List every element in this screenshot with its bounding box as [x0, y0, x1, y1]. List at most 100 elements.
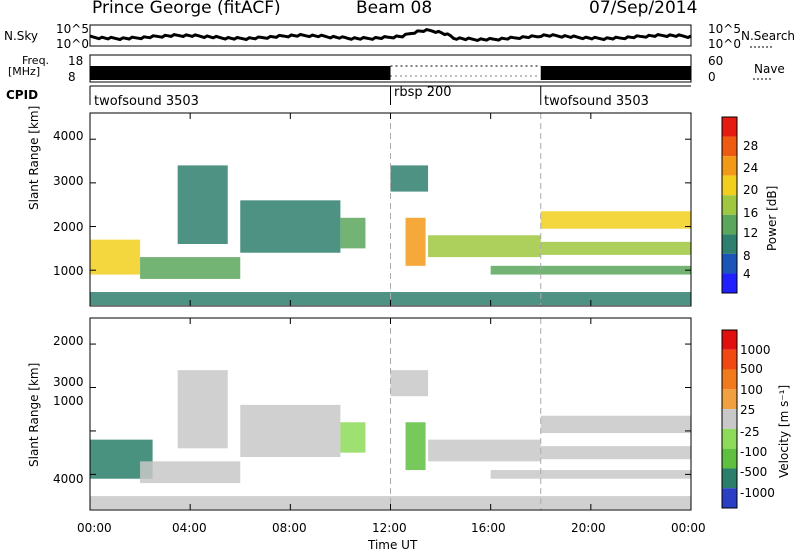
y-tick-top-3000: 3000	[53, 174, 84, 188]
freq-tick-top: 18	[68, 54, 84, 68]
power-panel-feature-10	[490, 265, 691, 275]
vel-tick-1000: 1000	[740, 343, 771, 357]
x-tick-4: 16:00	[471, 521, 506, 535]
velocity-colorbar-swatch-8	[722, 488, 737, 508]
xlabel: Time UT	[368, 538, 418, 552]
power-colorbar-swatch-8	[722, 273, 737, 293]
power-panel-feature-7	[428, 235, 541, 258]
noise-panel-frame	[89, 24, 692, 47]
vel-tick-500: 500	[740, 362, 763, 376]
power-panel-feature-4	[340, 217, 366, 249]
y-tick-top-1000: 1000	[53, 264, 84, 278]
date-title: 07/Sep/2014	[589, 0, 698, 18]
vel-tick-neg100: -100	[740, 445, 768, 459]
nave-tick-top: 60	[708, 54, 724, 68]
cpid-segment-3: twofsound 3503	[544, 94, 649, 109]
velocity-colorbar-frame	[721, 329, 738, 509]
velocity-colorbar-swatch-3	[722, 389, 737, 410]
power-panel-feature-3	[240, 200, 341, 253]
velocity-panel-feature-8	[540, 415, 691, 434]
noise-sky-line	[89, 28, 692, 42]
power-panel-feature-8	[540, 211, 691, 229]
freq-label: Freq.	[22, 54, 50, 67]
y-tick-bot-3000: 3000	[53, 375, 84, 389]
cpid-segment-1: twofsound 3503	[94, 94, 199, 109]
velocity-panel-feature-2	[177, 370, 228, 449]
power-colorbar-swatch-7	[722, 253, 737, 274]
power-colorbar-swatch-3	[722, 175, 737, 196]
y-tick-bot-2000: 2000	[53, 334, 84, 348]
vel-tick-neg500: -500	[740, 465, 768, 479]
freq-bar-segment-1	[90, 66, 391, 80]
ylabel-bottom: Slant Range [km]	[27, 362, 41, 467]
y-tick-bot-4000: 4000	[53, 472, 84, 486]
power-tick-12: 12	[743, 226, 759, 240]
power-tick-28: 28	[743, 139, 759, 153]
nsearch-label: N.Search	[741, 29, 796, 43]
velocity-colorbar-swatch-2	[722, 369, 737, 390]
power-tick-24: 24	[743, 161, 759, 175]
cpid-label: CPID	[6, 88, 39, 102]
nsky-label: N.Sky	[4, 29, 39, 43]
velocity-panel-feature-9	[540, 446, 691, 460]
nave-tick-bottom: 0	[708, 70, 716, 84]
x-tick-1: 04:00	[172, 521, 207, 535]
beam-title: Beam 08	[356, 0, 433, 18]
velocity-colorbar-swatch-0	[722, 330, 737, 350]
freq-units: [MHz]	[8, 65, 41, 78]
velocity-colorbar-swatch-5	[722, 428, 737, 449]
power-panel-feature-9	[540, 241, 691, 255]
velocity-colorbar-swatch-6	[722, 448, 737, 469]
velocity-panel-feature-10	[490, 470, 691, 479]
y-tick-bot-1000: 1000	[53, 394, 84, 408]
power-colorbar-frame	[721, 116, 738, 294]
power-label: Power [dB]	[765, 185, 779, 251]
x-tick-0: 00:00	[77, 521, 112, 535]
freq-tick-bottom: 8	[68, 70, 76, 84]
velocity-label: Velocity [m s⁻¹]	[777, 384, 791, 478]
freq-bar-segment-2	[540, 66, 691, 80]
station-title: Prince George (fitACF)	[92, 0, 281, 18]
power-panel-feature-6	[405, 217, 426, 266]
noise-tick-top: 10^5	[56, 22, 89, 36]
x-tick-2: 08:00	[272, 521, 307, 535]
power-colorbar-swatch-4	[722, 195, 737, 215]
vel-tick-25: 25	[740, 403, 756, 417]
power-tick-4: 4	[743, 267, 751, 281]
power-colorbar-swatch-6	[722, 234, 737, 254]
y-tick-top-2000: 2000	[53, 220, 84, 234]
x-tick-5: 20:00	[571, 521, 606, 535]
vel-tick-100: 100	[740, 383, 763, 397]
noise-tick-top-right: 10^5	[708, 22, 741, 36]
velocity-panel-feature-5	[390, 370, 429, 397]
velocity-panel-feature-1	[140, 461, 241, 484]
noise-tick-bottom-right: 10^0	[708, 37, 741, 51]
power-tick-8: 8	[743, 249, 751, 263]
power-panel-feature-1	[140, 257, 241, 279]
power-colorbar-swatch-5	[722, 214, 737, 235]
velocity-panel-feature-4	[340, 422, 366, 453]
vel-tick-neg25: -25	[740, 425, 760, 439]
ylabel-top: Slant Range [km]	[27, 105, 41, 210]
power-panel-feature-0	[90, 239, 141, 275]
power-tick-16: 16	[743, 206, 759, 220]
power-colorbar-swatch-1	[722, 136, 737, 157]
nave-label: Nave	[754, 62, 785, 76]
y-tick-top-4000: 4000	[53, 129, 84, 143]
noise-tick-bottom: 10^0	[56, 37, 89, 51]
power-colorbar-swatch-0	[722, 117, 737, 137]
vel-tick-neg1000: -1000	[740, 486, 775, 500]
power-tick-20: 20	[743, 183, 759, 197]
velocity-colorbar-swatch-7	[722, 468, 737, 489]
power-colorbar-swatch-2	[722, 156, 737, 176]
velocity-panel-feature-3	[240, 404, 341, 458]
cpid-segment-2: rbsp 200	[394, 85, 452, 100]
velocity-panel-feature-7	[428, 439, 541, 462]
x-tick-6: 00:00	[671, 521, 706, 535]
velocity-colorbar-swatch-1	[722, 349, 737, 370]
x-tick-3: 12:00	[372, 521, 407, 535]
velocity-panel-feature-6	[405, 422, 426, 471]
velocity-colorbar-swatch-4	[722, 409, 737, 429]
power-panel-feature-5	[390, 165, 429, 192]
